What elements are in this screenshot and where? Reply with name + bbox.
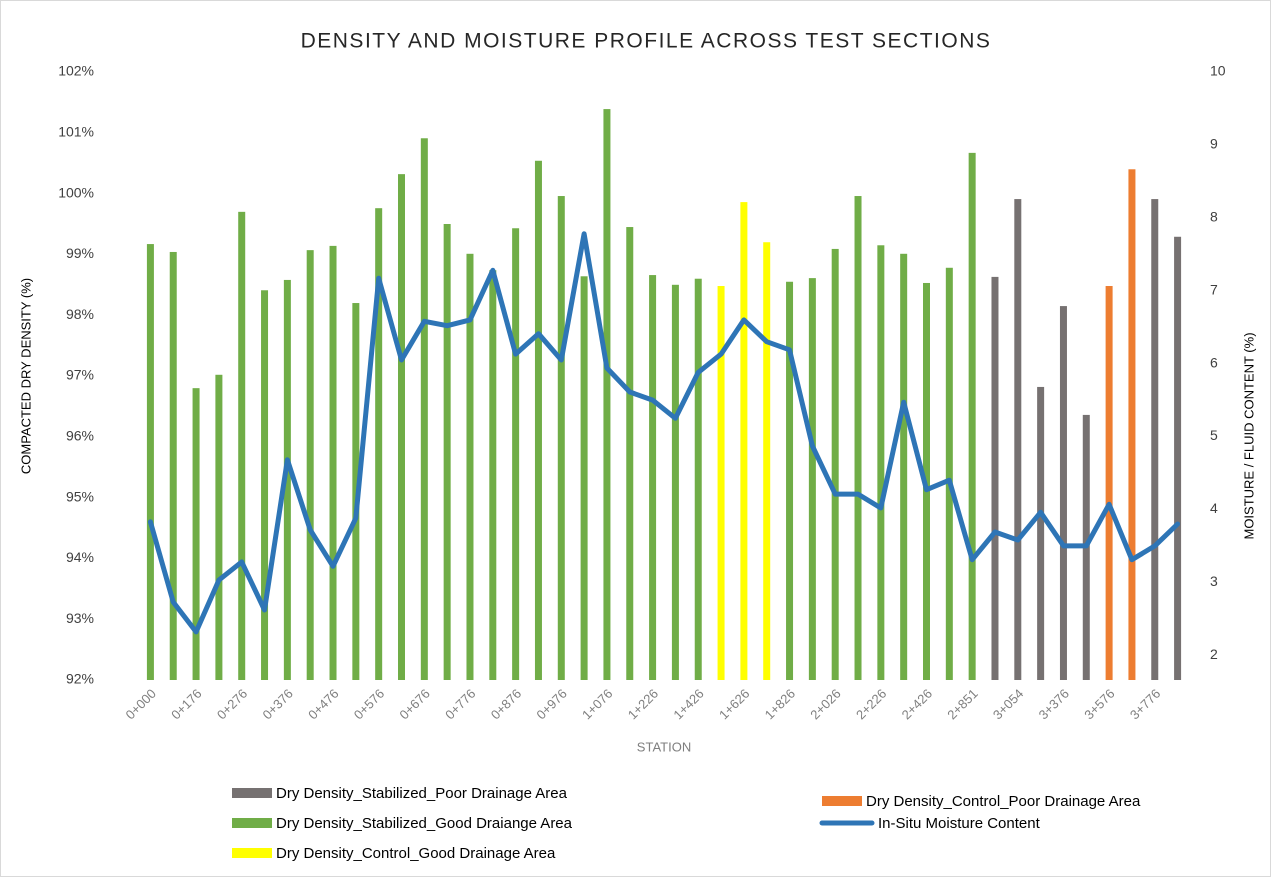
bar bbox=[420, 138, 428, 681]
y-tick-label: 93% bbox=[66, 610, 94, 626]
bar bbox=[945, 267, 953, 680]
bar bbox=[808, 278, 816, 680]
legend-swatch bbox=[232, 818, 272, 828]
bar bbox=[306, 250, 314, 681]
bar bbox=[1105, 286, 1113, 680]
y2-tick-label: 5 bbox=[1210, 427, 1218, 443]
y-tick-label: 101% bbox=[58, 124, 94, 140]
bar bbox=[375, 208, 383, 680]
bar bbox=[740, 202, 748, 680]
y-tick-label: 100% bbox=[58, 184, 94, 200]
y2-tick-label: 6 bbox=[1210, 354, 1218, 370]
chart-title: DENSITY AND MOISTURE PROFILE ACROSS TEST… bbox=[301, 30, 992, 53]
y-tick-label: 92% bbox=[66, 671, 94, 687]
y2-tick-label: 2 bbox=[1210, 646, 1218, 662]
bar bbox=[626, 227, 634, 681]
legend-label: Dry Density_Control_Good Drainage Area bbox=[276, 845, 556, 862]
y-tick-label: 95% bbox=[66, 488, 94, 504]
y-tick-label: 94% bbox=[66, 549, 94, 565]
legend-swatch bbox=[232, 848, 272, 858]
y2-tick-label: 10 bbox=[1210, 63, 1226, 79]
bar bbox=[489, 270, 497, 680]
bar bbox=[831, 248, 839, 681]
bar bbox=[649, 275, 657, 680]
bar bbox=[1037, 386, 1045, 680]
y2-axis-title: MOISTURE / FLUID CONTENT (%) bbox=[1241, 332, 1256, 539]
bar bbox=[991, 276, 999, 680]
bar bbox=[694, 278, 702, 680]
y-tick-label: 97% bbox=[66, 367, 94, 383]
bar bbox=[443, 224, 451, 680]
line bbox=[147, 231, 1181, 635]
bar bbox=[900, 253, 908, 681]
y2-tick-label: 3 bbox=[1210, 573, 1218, 589]
y-tick-label: 98% bbox=[66, 306, 94, 322]
bar bbox=[877, 245, 885, 680]
legend-label: Dry Density_Control_Poor Drainage Area bbox=[866, 793, 1141, 810]
bar bbox=[534, 160, 542, 680]
bar bbox=[1059, 306, 1067, 680]
bar bbox=[1128, 169, 1136, 680]
bar bbox=[717, 286, 725, 680]
bar bbox=[512, 228, 520, 681]
bar bbox=[968, 152, 976, 680]
bar bbox=[763, 242, 771, 681]
y2-tick-label: 7 bbox=[1210, 281, 1218, 297]
y2-tick-label: 8 bbox=[1210, 209, 1218, 225]
bar bbox=[1014, 199, 1022, 680]
bar bbox=[786, 281, 794, 680]
bar bbox=[671, 284, 679, 680]
bar bbox=[466, 253, 474, 681]
bar bbox=[283, 279, 291, 680]
x-axis-title: STATION bbox=[637, 739, 691, 754]
y2-tick-label: 4 bbox=[1210, 500, 1218, 516]
y-tick-label: 102% bbox=[58, 63, 94, 79]
bar bbox=[557, 196, 565, 681]
bar bbox=[1174, 236, 1182, 680]
bar bbox=[1151, 199, 1159, 680]
bar bbox=[215, 374, 223, 680]
y-axis-title: COMPACTED DRY DENSITY (%) bbox=[18, 278, 33, 474]
legend-label: Dry Density_Stabilized_Poor Drainage Are… bbox=[276, 785, 568, 802]
bar bbox=[261, 290, 269, 680]
bar bbox=[329, 245, 337, 680]
bar bbox=[580, 276, 588, 680]
y2-tick-label: 9 bbox=[1210, 136, 1218, 152]
bar bbox=[398, 174, 405, 681]
bar bbox=[238, 211, 246, 680]
y-tick-label: 99% bbox=[66, 245, 94, 261]
bar bbox=[854, 196, 862, 681]
bar bbox=[169, 251, 177, 680]
bar bbox=[603, 109, 611, 680]
legend-label: In-Situ Moisture Content bbox=[878, 815, 1041, 832]
bar bbox=[146, 244, 154, 680]
y-tick-label: 96% bbox=[66, 428, 94, 444]
legend-swatch bbox=[232, 788, 272, 798]
legend-label: Dry Density_Stabilized_Good Draiange Are… bbox=[276, 815, 573, 832]
legend-swatch bbox=[822, 796, 862, 806]
bar bbox=[192, 388, 200, 680]
